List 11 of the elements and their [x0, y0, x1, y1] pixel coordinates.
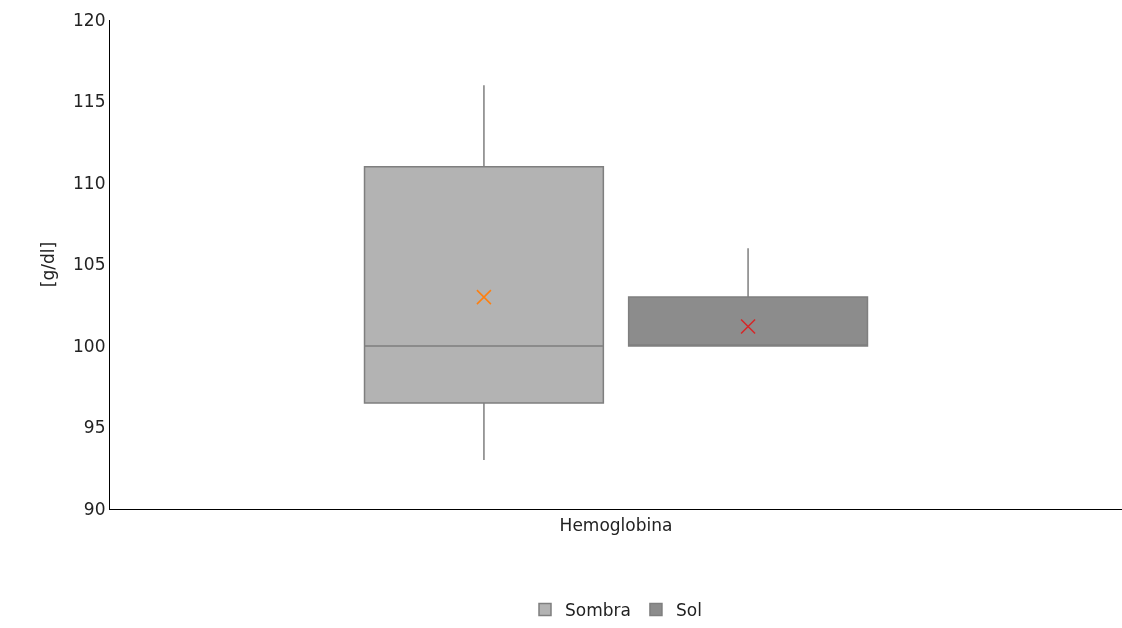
y-axis-title: [g/dl] [37, 241, 58, 288]
x-tick-label: Hemoglobina [559, 514, 673, 535]
y-tick-label: 90 [83, 498, 106, 519]
y-tick-label: 115 [73, 91, 106, 112]
y-tick-label: 110 [73, 172, 106, 193]
y-tick-label: 120 [73, 9, 106, 30]
y-tick-label: 105 [73, 254, 106, 275]
y-tick-label: 95 [83, 417, 106, 438]
legend-label: Sol [675, 600, 702, 621]
y-tick-label: 100 [73, 335, 106, 356]
legend-label: Sombra [565, 600, 631, 621]
